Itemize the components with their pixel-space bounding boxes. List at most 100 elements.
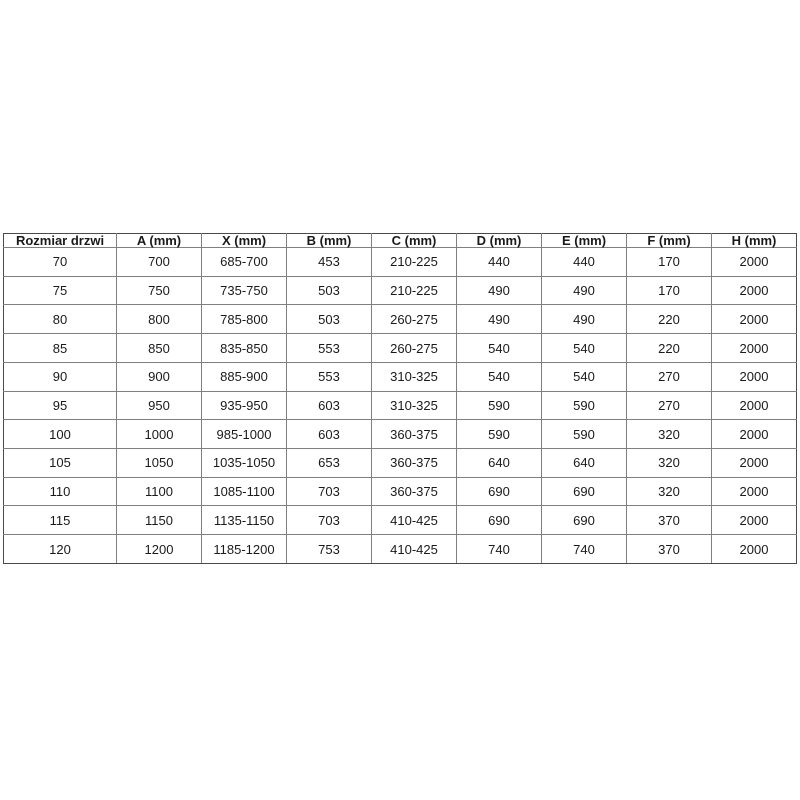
table-cell: 80 [3, 304, 117, 335]
table-cell: 440 [456, 247, 542, 277]
table-row: 75 750 735-750 503 210-225 490 490 170 2000 [3, 275, 797, 306]
table-cell: 2000 [711, 333, 797, 363]
table-cell: 270 [626, 390, 712, 421]
table-cell: 690 [456, 476, 542, 507]
table-row: 100 1000 985-1000 603 360-375 590 590 320 2000 [3, 419, 797, 450]
table-cell: 100 [3, 419, 117, 450]
table-cell: 1085-1100 [201, 476, 287, 507]
header-cell: H (mm) [711, 233, 797, 248]
table-row: 80 800 785-800 503 260-275 490 490 220 2000 [3, 304, 797, 335]
table-cell: 740 [541, 534, 627, 564]
header-cell: X (mm) [201, 233, 287, 248]
table-cell: 95 [3, 390, 117, 421]
table-cell: 985-1000 [201, 419, 287, 450]
table-row: 85 850 835-850 553 260-275 540 540 220 2000 [3, 333, 797, 363]
table-cell: 310-325 [371, 390, 457, 421]
table-cell: 410-425 [371, 505, 457, 536]
table-cell: 310-325 [371, 361, 457, 392]
header-row: Rozmiar drzwi A (mm) X (mm) B (mm) C (mm) D (… [3, 233, 797, 248]
table-cell: 1000 [116, 419, 202, 450]
table-cell: 785-800 [201, 304, 287, 335]
header-cell: D (mm) [456, 233, 542, 248]
table-cell: 590 [456, 419, 542, 450]
table-cell: 2000 [711, 247, 797, 277]
table-cell: 703 [286, 505, 372, 536]
header-cell: A (mm) [116, 233, 202, 248]
table-row: 110 1100 1085-1100 703 360-375 690 690 320 2000 [3, 476, 797, 507]
header-cell: E (mm) [541, 233, 627, 248]
table-cell: 590 [456, 390, 542, 421]
table-cell: 490 [541, 304, 627, 335]
table-header: Rozmiar drzwi A (mm) X (mm) B (mm) C (mm) D (… [3, 233, 797, 248]
header-cell: F (mm) [626, 233, 712, 248]
table-cell: 690 [541, 505, 627, 536]
table-cell: 70 [3, 247, 117, 277]
table-cell: 900 [116, 361, 202, 392]
table-cell: 1185-1200 [201, 534, 287, 564]
header-cell: Rozmiar drzwi [3, 233, 117, 248]
table-cell: 1050 [116, 448, 202, 478]
table-cell: 590 [541, 419, 627, 450]
table-cell: 320 [626, 476, 712, 507]
table-cell: 260-275 [371, 304, 457, 335]
table-cell: 540 [541, 333, 627, 363]
table-cell: 210-225 [371, 247, 457, 277]
table-cell: 1200 [116, 534, 202, 564]
table-row: 120 1200 1185-1200 753 410-425 740 740 370 2000 [3, 534, 797, 564]
table-cell: 603 [286, 390, 372, 421]
table-cell: 590 [541, 390, 627, 421]
table-cell: 700 [116, 247, 202, 277]
table-cell: 410-425 [371, 534, 457, 564]
table-cell: 370 [626, 505, 712, 536]
table-cell: 800 [116, 304, 202, 335]
table-row: 95 950 935-950 603 310-325 590 590 270 2000 [3, 390, 797, 421]
table-cell: 110 [3, 476, 117, 507]
table-cell: 735-750 [201, 275, 287, 306]
table-cell: 170 [626, 247, 712, 277]
header-cell: B (mm) [286, 233, 372, 248]
table-row: 70 700 685-700 453 210-225 440 440 170 2000 [3, 247, 797, 277]
table-cell: 2000 [711, 361, 797, 392]
table-cell: 950 [116, 390, 202, 421]
table-cell: 2000 [711, 448, 797, 478]
table-cell: 850 [116, 333, 202, 363]
table-cell: 935-950 [201, 390, 287, 421]
table-cell: 1150 [116, 505, 202, 536]
table-cell: 490 [456, 304, 542, 335]
table-cell: 2000 [711, 476, 797, 507]
table-cell: 490 [541, 275, 627, 306]
table-cell: 2000 [711, 505, 797, 536]
table-cell: 370 [626, 534, 712, 564]
table-cell: 835-850 [201, 333, 287, 363]
table-cell: 690 [541, 476, 627, 507]
table-cell: 210-225 [371, 275, 457, 306]
table-cell: 270 [626, 361, 712, 392]
table-row: 90 900 885-900 553 310-325 540 540 270 2000 [3, 361, 797, 392]
table-cell: 440 [541, 247, 627, 277]
table-cell: 753 [286, 534, 372, 564]
table-cell: 503 [286, 275, 372, 306]
table-cell: 75 [3, 275, 117, 306]
table-cell: 553 [286, 333, 372, 363]
table-cell: 105 [3, 448, 117, 478]
table-cell: 453 [286, 247, 372, 277]
table-cell: 2000 [711, 275, 797, 306]
table-cell: 1100 [116, 476, 202, 507]
table-cell: 2000 [711, 419, 797, 450]
table-cell: 653 [286, 448, 372, 478]
table-cell: 2000 [711, 534, 797, 564]
table-cell: 360-375 [371, 476, 457, 507]
table-cell: 360-375 [371, 448, 457, 478]
table-cell: 885-900 [201, 361, 287, 392]
table-cell: 750 [116, 275, 202, 306]
table-cell: 540 [456, 333, 542, 363]
table-cell: 540 [456, 361, 542, 392]
table-cell: 490 [456, 275, 542, 306]
table-cell: 220 [626, 333, 712, 363]
table-row: 105 1050 1035-1050 653 360-375 640 640 320 2000 [3, 448, 797, 478]
table-cell: 120 [3, 534, 117, 564]
table-cell: 540 [541, 361, 627, 392]
table-body: 70 700 685-700 453 210-225 440 440 170 2000 75 750… [3, 247, 797, 564]
table-cell: 2000 [711, 304, 797, 335]
